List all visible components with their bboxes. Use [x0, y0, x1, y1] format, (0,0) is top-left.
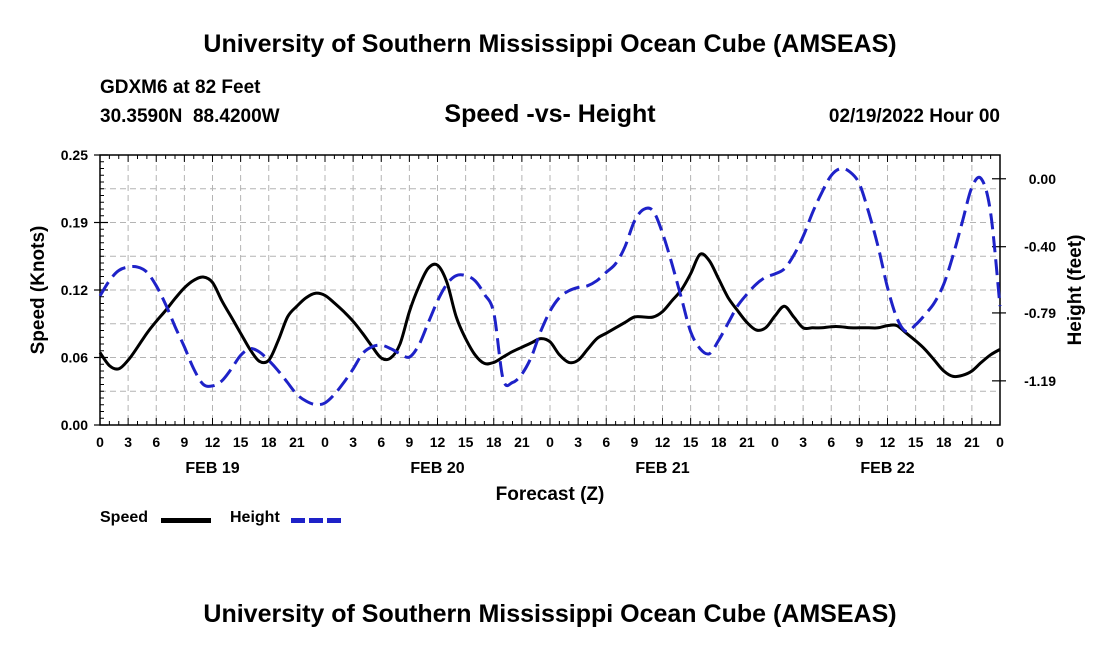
x-tick-label: 21 [289, 434, 305, 450]
x-tick-label: 9 [855, 434, 863, 450]
x-tick-label: 6 [827, 434, 835, 450]
x-tick-label: 15 [683, 434, 699, 450]
x-tick-label: 18 [936, 434, 952, 450]
x-tick-label: 0 [546, 434, 554, 450]
x-tick-label: 9 [180, 434, 188, 450]
footer-title: University of Southern Mississippi Ocean… [203, 600, 897, 628]
x-tick-label: 18 [711, 434, 727, 450]
x-tick-label: 0 [96, 434, 104, 450]
y-tick-label: 0.12 [61, 282, 88, 298]
x-tick-label: 12 [880, 434, 896, 450]
x-tick-label: 12 [205, 434, 221, 450]
x-tick-label: 3 [574, 434, 582, 450]
x-tick-label: 0 [996, 434, 1004, 450]
x-tick-label: 21 [964, 434, 980, 450]
y2-tick-label: 0.00 [1029, 171, 1056, 187]
x-tick-label: 9 [630, 434, 638, 450]
x-tick-label: 15 [233, 434, 249, 450]
legend-height-swatch [291, 518, 341, 523]
y2-tick-label: -0.40 [1024, 239, 1056, 255]
height-series-line [98, 166, 1002, 407]
y-tick-label: 0.19 [61, 215, 88, 231]
station-coordinates: 30.3590N 88.4200W [100, 106, 280, 127]
x-tick-label: 21 [514, 434, 530, 450]
page-title: University of Southern Mississippi Ocean… [203, 30, 897, 58]
x-tick-label: 6 [152, 434, 160, 450]
x-day-label: FEB 19 [185, 460, 239, 477]
y-axis-title: Speed (Knots) [28, 226, 49, 355]
x-tick-label: 15 [908, 434, 924, 450]
x-tick-label: 15 [458, 434, 474, 450]
x-tick-label: 12 [430, 434, 446, 450]
x-day-label: FEB 21 [635, 460, 689, 477]
x-tick-label: 3 [349, 434, 357, 450]
x-tick-label: 0 [321, 434, 329, 450]
y2-tick-label: -0.79 [1024, 305, 1056, 321]
speed-series-line [98, 252, 1001, 379]
y-tick-label: 0.06 [61, 350, 88, 366]
chart-subtitle: Speed -vs- Height [444, 100, 656, 128]
y-tick-label: 0.25 [61, 147, 88, 163]
x-tick-label: 21 [739, 434, 755, 450]
x-day-label: FEB 20 [410, 460, 464, 477]
forecast-datetime: 02/19/2022 Hour 00 [828, 106, 1000, 127]
y2-axis-title: Height (feet) [1065, 235, 1086, 346]
y-tick-label: 0.00 [61, 417, 88, 433]
station-name: GDXM6 at 82 Feet [100, 77, 261, 98]
x-tick-label: 3 [124, 434, 132, 450]
x-axis-title: Forecast (Z) [496, 484, 605, 505]
x-tick-label: 6 [602, 434, 610, 450]
legend-speed-swatch [161, 518, 211, 523]
legend-speed-label: Speed [100, 509, 149, 526]
x-tick-label: 9 [405, 434, 413, 450]
y2-tick-label: -1.19 [1024, 373, 1056, 389]
legend-height-label: Height [230, 509, 280, 526]
x-tick-label: 3 [799, 434, 807, 450]
x-tick-label: 12 [655, 434, 671, 450]
x-tick-label: 18 [486, 434, 502, 450]
x-tick-label: 0 [771, 434, 779, 450]
x-day-label: FEB 22 [860, 460, 914, 477]
x-tick-label: 6 [377, 434, 385, 450]
x-tick-label: 18 [261, 434, 277, 450]
